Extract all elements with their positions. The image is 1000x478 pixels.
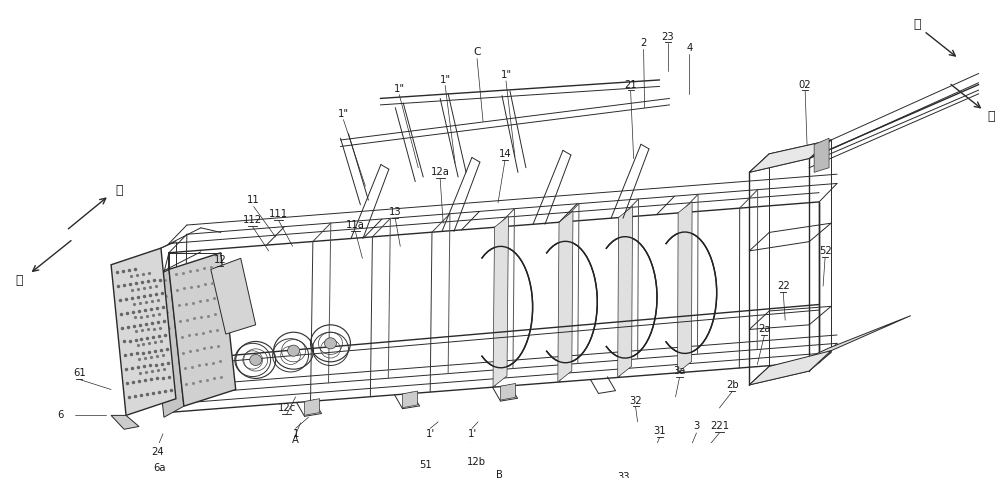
Text: 24: 24 — [152, 447, 164, 457]
Text: C: C — [473, 47, 481, 57]
Text: 1: 1 — [292, 429, 299, 439]
Text: 3: 3 — [693, 422, 700, 432]
Text: 111: 111 — [269, 209, 288, 219]
Text: A: A — [292, 435, 299, 445]
Text: 61: 61 — [73, 368, 86, 378]
Text: 02: 02 — [799, 79, 811, 89]
Circle shape — [324, 338, 336, 349]
Polygon shape — [749, 140, 831, 173]
Text: 33: 33 — [617, 472, 630, 478]
Polygon shape — [149, 270, 184, 417]
Text: 1": 1" — [338, 109, 349, 119]
Text: 14: 14 — [499, 149, 511, 159]
Polygon shape — [111, 248, 176, 415]
Text: 前: 前 — [16, 274, 23, 287]
Polygon shape — [678, 202, 692, 373]
Text: 112: 112 — [243, 216, 262, 226]
Text: 11: 11 — [247, 195, 260, 205]
Polygon shape — [618, 206, 633, 377]
Polygon shape — [749, 315, 911, 385]
Text: 12a: 12a — [431, 167, 450, 177]
Text: 21: 21 — [624, 79, 637, 89]
Text: 221: 221 — [710, 422, 729, 432]
Text: 52: 52 — [819, 246, 831, 256]
Polygon shape — [501, 383, 516, 400]
Text: 4: 4 — [686, 43, 693, 53]
Polygon shape — [814, 138, 829, 173]
Text: B: B — [496, 469, 502, 478]
Text: 1": 1" — [394, 84, 405, 94]
Polygon shape — [111, 415, 139, 429]
Text: 2b: 2b — [726, 380, 739, 390]
Text: 1': 1' — [426, 429, 435, 439]
Text: 51: 51 — [419, 460, 432, 470]
Text: 1": 1" — [440, 75, 451, 85]
Text: 31: 31 — [653, 426, 666, 436]
Text: 12c: 12c — [277, 403, 296, 413]
Circle shape — [250, 354, 262, 366]
Text: 12b: 12b — [467, 456, 486, 467]
Text: 22: 22 — [777, 281, 790, 291]
Text: 2: 2 — [640, 38, 647, 48]
Polygon shape — [211, 258, 256, 334]
Polygon shape — [403, 391, 418, 408]
Text: 6a: 6a — [154, 463, 166, 473]
Polygon shape — [305, 399, 320, 415]
Text: 12: 12 — [213, 255, 226, 265]
Text: 1": 1" — [500, 70, 512, 80]
Text: 后: 后 — [115, 185, 123, 197]
Text: 1': 1' — [467, 429, 477, 439]
Polygon shape — [493, 216, 508, 387]
Text: 6: 6 — [57, 411, 63, 420]
Polygon shape — [126, 256, 173, 399]
Text: 左: 左 — [913, 18, 921, 31]
Text: 13: 13 — [389, 207, 402, 217]
Text: 2a: 2a — [758, 325, 771, 335]
Text: 3a: 3a — [673, 366, 686, 376]
Text: 11a: 11a — [346, 220, 365, 230]
Polygon shape — [558, 211, 573, 382]
Text: 32: 32 — [629, 396, 642, 406]
Polygon shape — [749, 351, 831, 385]
Polygon shape — [169, 253, 236, 406]
Text: 右: 右 — [987, 110, 994, 123]
Circle shape — [288, 345, 300, 356]
Text: 23: 23 — [661, 32, 674, 42]
